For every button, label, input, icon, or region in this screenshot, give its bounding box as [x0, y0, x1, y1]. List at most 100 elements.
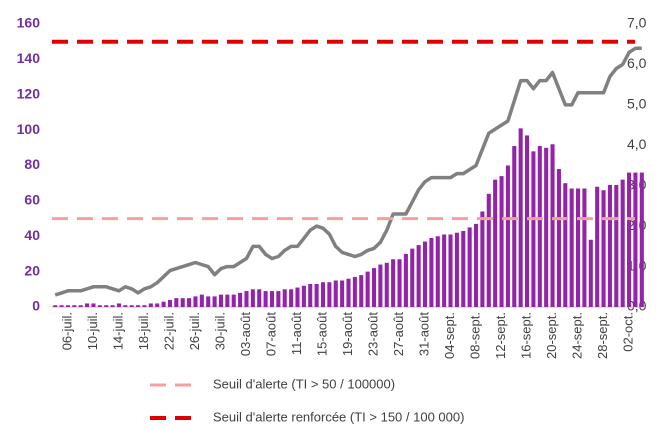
bar: [53, 305, 58, 307]
bar: [442, 234, 447, 307]
bar: [320, 282, 326, 307]
y-tick-label: 120: [17, 85, 41, 101]
bar: [155, 303, 160, 307]
bar: [206, 296, 211, 307]
bar: [493, 179, 498, 307]
x-tick-label: 08-sept.: [467, 312, 482, 359]
bar: [614, 184, 619, 307]
x-tick-label: 23-août: [365, 312, 380, 356]
x-tick-label: 06-juil.: [59, 312, 74, 350]
bar: [295, 287, 300, 307]
bar: [238, 292, 243, 307]
bar: [365, 271, 370, 307]
y-tick-label: 40: [24, 227, 40, 243]
x-tick-label: 11-août: [289, 312, 304, 356]
bar: [620, 179, 625, 307]
bar: [199, 294, 204, 307]
x-tick-label: 03-août: [238, 312, 253, 356]
bar: [269, 291, 275, 307]
x-tick-label: 30-juil.: [212, 312, 227, 350]
bar: [346, 278, 351, 307]
bar: [435, 236, 440, 307]
x-tick-label: 31-août: [416, 312, 431, 356]
bar: [422, 241, 428, 307]
bar: [582, 188, 587, 307]
bar: [461, 230, 466, 307]
bar: [174, 298, 179, 307]
bar: [512, 146, 517, 307]
y2-tick-label: 5,0: [627, 96, 647, 112]
bar: [104, 305, 109, 307]
bar: [78, 305, 83, 307]
x-tick-label: 20-sept.: [544, 312, 559, 359]
bar: [588, 239, 593, 307]
bar: [250, 289, 255, 307]
legend-label: Seuil d'alerte renforcée (TI > 150 / 100…: [213, 409, 464, 424]
bar: [148, 303, 153, 307]
y-tick-label: 140: [17, 50, 41, 66]
bar: [416, 245, 421, 307]
bar: [627, 172, 632, 307]
bar: [340, 280, 345, 307]
bar: [403, 253, 408, 307]
y-tick-label: 60: [24, 192, 40, 208]
bar: [563, 183, 568, 307]
x-tick-label: 07-août: [263, 312, 278, 356]
y-tick-label: 100: [17, 121, 41, 137]
bar: [85, 303, 90, 307]
bar: [467, 227, 472, 307]
x-tick-label: 14-juil.: [110, 312, 125, 350]
bar: [391, 259, 396, 307]
bar: [595, 186, 600, 307]
bar: [129, 305, 134, 307]
bar: [314, 284, 319, 307]
x-tick-label: 28-sept.: [595, 312, 610, 359]
y-tick-label: 20: [24, 262, 40, 278]
bar: [142, 305, 147, 307]
bar: [72, 305, 77, 307]
x-tick-label: 02-oct.: [620, 312, 635, 352]
bar: [180, 298, 185, 307]
bar: [187, 298, 192, 307]
x-tick-label: 15-août: [314, 312, 329, 356]
bar: [448, 234, 453, 307]
bar: [161, 301, 166, 307]
bar: [601, 190, 606, 307]
bar: [244, 291, 249, 307]
bar: [193, 296, 198, 307]
x-tick-label: 04-sept.: [442, 312, 457, 359]
y2-tick-label: 4,0: [627, 136, 647, 152]
bar: [91, 303, 96, 307]
bar: [486, 193, 491, 307]
bar: [397, 259, 402, 307]
x-tick-label: 24-sept.: [569, 312, 584, 359]
bar: [518, 128, 523, 307]
x-tick-label: 16-sept.: [518, 312, 533, 359]
bar: [378, 264, 383, 307]
x-tick-label: 27-août: [391, 312, 406, 356]
bar: [327, 282, 332, 307]
bar: [410, 248, 415, 307]
bar: [524, 135, 530, 307]
bar: [308, 284, 313, 307]
legend-label: Seuil d'alerte (TI > 50 / 100000): [213, 376, 395, 391]
bar: [276, 291, 281, 307]
y-tick-label: 160: [17, 15, 41, 31]
bar: [225, 294, 230, 307]
bar: [537, 146, 542, 307]
x-tick-label: 19-août: [340, 312, 355, 356]
bar: [531, 151, 536, 307]
bar: [116, 303, 121, 307]
bar: [633, 172, 638, 307]
bar: [384, 262, 389, 307]
bar: [282, 289, 287, 307]
bar: [136, 305, 141, 307]
bar: [550, 144, 555, 307]
bar: [639, 172, 644, 307]
x-tick-label: 22-juil.: [161, 312, 176, 350]
bar: [59, 305, 64, 307]
bar: [544, 147, 549, 307]
bar: [97, 305, 102, 307]
bar: [110, 305, 115, 307]
